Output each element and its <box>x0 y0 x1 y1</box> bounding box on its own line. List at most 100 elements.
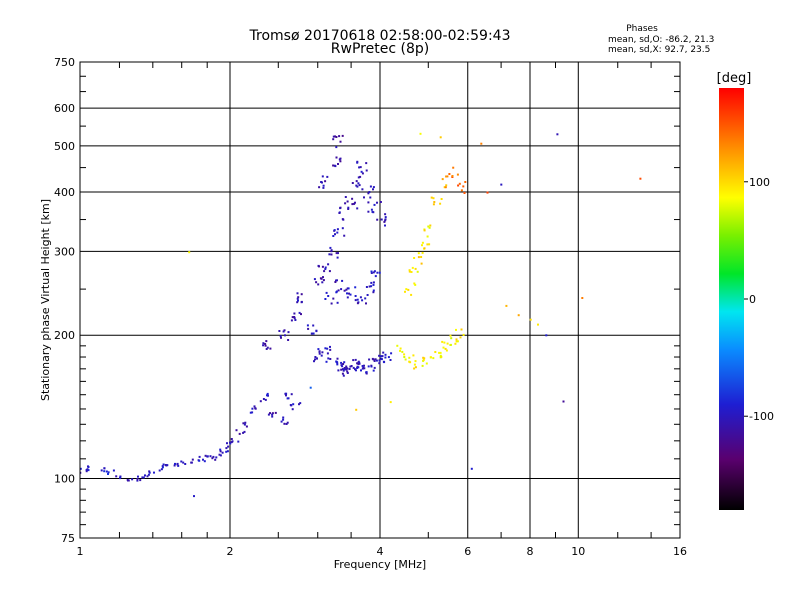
echo-point <box>330 302 333 305</box>
echo-point <box>357 363 360 366</box>
echo-point <box>405 288 408 291</box>
echo-point <box>355 180 358 183</box>
echo-point <box>153 471 155 474</box>
echo-point <box>317 283 320 286</box>
plot-frame <box>79 61 681 539</box>
echo-point <box>457 184 460 187</box>
echo-point <box>421 251 424 254</box>
echo-point <box>449 334 452 337</box>
echo-point <box>414 267 417 270</box>
echo-point <box>352 359 355 362</box>
echo-point <box>372 358 375 361</box>
echo-point <box>327 357 330 360</box>
echo-point <box>328 270 331 273</box>
echo-point <box>380 355 383 358</box>
echo-point <box>266 394 268 397</box>
echo-point <box>226 442 228 445</box>
echo-point <box>462 333 465 336</box>
echo-point <box>340 368 343 371</box>
echo-point <box>327 263 330 266</box>
echo-point <box>286 421 289 424</box>
echo-point <box>146 475 149 478</box>
echo-point <box>332 135 335 138</box>
echo-point <box>505 304 508 307</box>
echo-point <box>373 203 376 206</box>
echo-point <box>356 185 359 188</box>
echo-point <box>357 176 360 179</box>
echo-point <box>364 297 367 300</box>
x-tick-label: 1 <box>77 545 84 558</box>
echo-point <box>413 257 416 259</box>
echo-point <box>318 350 321 353</box>
echo-point <box>314 358 316 361</box>
echo-point <box>369 185 372 188</box>
echo-point <box>372 188 374 191</box>
phases-mean-x: mean, sd,X: 92.7, 23.5 <box>608 45 710 55</box>
echo-point <box>340 364 343 367</box>
echo-point <box>399 347 402 350</box>
echo-point <box>333 164 336 167</box>
echo-point <box>372 289 375 292</box>
echo-point <box>422 358 425 361</box>
echo-point <box>454 342 457 345</box>
echo-point <box>401 350 404 353</box>
echo-point <box>290 404 293 407</box>
echo-point <box>100 469 103 472</box>
echo-point <box>367 365 370 368</box>
echo-point <box>365 302 367 305</box>
echo-point <box>445 184 448 187</box>
echo-point <box>177 464 180 467</box>
echo-point <box>296 292 299 295</box>
echo-point <box>346 372 349 374</box>
echo-point <box>285 394 287 397</box>
echo-point <box>219 454 222 457</box>
y-tick-label: 75 <box>61 532 75 545</box>
echo-point <box>333 229 336 232</box>
echo-point <box>450 337 453 340</box>
echo-point <box>322 184 325 187</box>
y-tick-label: 500 <box>54 140 75 153</box>
echo-point <box>335 252 338 255</box>
echo-point <box>639 177 642 180</box>
echo-point <box>456 340 459 343</box>
echo-point <box>282 330 285 333</box>
echo-point <box>370 270 373 273</box>
echo-point <box>372 186 375 189</box>
echo-point <box>317 348 320 351</box>
echo-point <box>434 351 437 353</box>
echo-point <box>279 335 282 338</box>
echo-point <box>414 366 417 369</box>
echo-point <box>230 438 233 440</box>
echo-point <box>322 279 325 282</box>
echo-point <box>336 301 339 304</box>
echo-point <box>198 455 201 458</box>
echo-point <box>137 475 139 478</box>
echo-point <box>312 324 315 327</box>
echo-point <box>404 290 406 293</box>
echo-point <box>264 343 267 345</box>
echo-point <box>237 440 240 443</box>
echo-point <box>439 354 442 357</box>
echo-point <box>342 369 345 372</box>
echo-point <box>318 265 320 268</box>
echo-point <box>329 246 332 249</box>
echo-point <box>351 203 354 206</box>
echo-point <box>139 479 142 482</box>
echo-point <box>372 291 375 294</box>
echo-point <box>355 369 357 372</box>
echo-point <box>365 372 368 375</box>
echo-point <box>365 286 368 288</box>
echo-point <box>332 235 335 237</box>
echo-point <box>112 469 115 472</box>
echo-point <box>314 356 317 358</box>
echo-point <box>341 227 344 230</box>
echo-point <box>360 369 362 372</box>
echo-point <box>254 407 257 410</box>
echo-point <box>425 362 428 365</box>
echo-point <box>280 420 283 423</box>
echo-point <box>343 289 346 292</box>
echo-point <box>144 474 146 477</box>
echo-point <box>458 182 461 185</box>
echo-point <box>265 348 268 350</box>
